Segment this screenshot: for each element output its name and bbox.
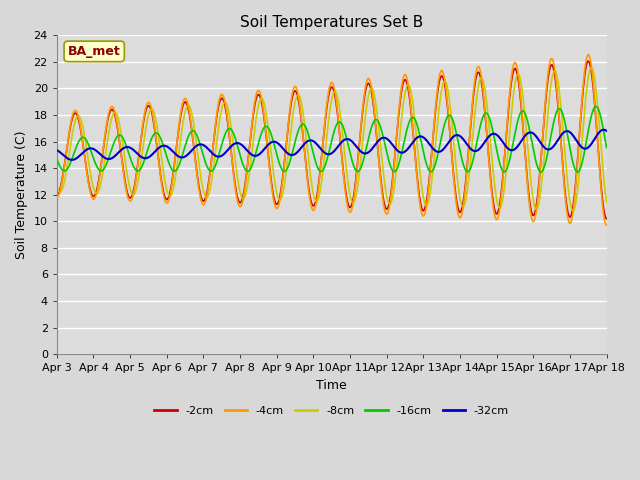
Title: Soil Temperatures Set B: Soil Temperatures Set B (240, 15, 423, 30)
Y-axis label: Soil Temperature (C): Soil Temperature (C) (15, 131, 28, 259)
X-axis label: Time: Time (316, 379, 347, 392)
Text: BA_met: BA_met (68, 45, 120, 58)
Legend: -2cm, -4cm, -8cm, -16cm, -32cm: -2cm, -4cm, -8cm, -16cm, -32cm (150, 401, 513, 420)
